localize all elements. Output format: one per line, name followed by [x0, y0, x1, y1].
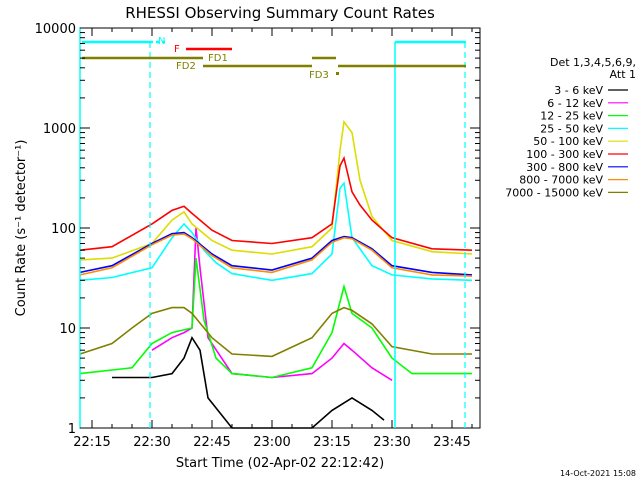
series-line-3-6-kev: [112, 335, 385, 429]
series-line-7000-15000-kev: [79, 306, 472, 358]
x-tick-label: 23:30: [373, 435, 410, 450]
y-tick-label: 10: [59, 322, 76, 337]
legend-title: Att 1: [610, 68, 636, 81]
x-axis-label: Start Time (02-Apr-02 22:12:42): [176, 456, 384, 471]
legend-title: Det 1,3,4,5,6,9,: [550, 56, 636, 69]
series-line-25-50-kev: [79, 181, 473, 282]
series-line-100-300-kev: [79, 155, 473, 251]
x-tick-label: 23:15: [313, 435, 350, 450]
legend-label-50-100-kev: 50 - 100 keV: [533, 135, 603, 148]
legend-label-3-6-kev: 3 - 6 keV: [554, 84, 603, 97]
y-tick-label: 1000: [43, 122, 76, 137]
y-axis-label: Count Rate (s⁻¹ detector⁻¹): [14, 140, 29, 317]
series-line-300-800-kev: [79, 231, 473, 276]
fd2-flag-label: FD2: [176, 61, 196, 72]
x-tick-label: 22:45: [193, 435, 230, 450]
data-layer: [79, 119, 473, 429]
x-tick-label: 23:45: [433, 435, 470, 450]
x-tick-label: 23:00: [253, 435, 290, 450]
legend-label-7000-15000-kev: 7000 - 15000 keV: [505, 186, 603, 199]
series-line-50-100-kev: [79, 119, 473, 261]
chart-title: RHESSI Observing Summary Count Rates: [125, 4, 435, 22]
fd1-flag-label: FD1: [208, 53, 228, 64]
flag-layer: NF FD1 FD2 FD3: [79, 28, 466, 428]
legend-label-6-12-kev: 6 - 12 keV: [547, 97, 603, 110]
footer-date: 14-Oct-2021 15:08: [560, 469, 636, 478]
axes-layer: 22:15 22:30 22:45 23:00 23:15 23:30 23:45 1 10 10…: [35, 22, 480, 450]
series-line-6-12-kev: [151, 227, 393, 381]
x-tick-label: 22:30: [133, 435, 170, 450]
fd3-flag-label: FD3: [309, 70, 329, 81]
x-tick-label: 22:15: [73, 435, 110, 450]
legend-label-12-25-kev: 12 - 25 keV: [540, 110, 603, 123]
flare-flag-label: F: [174, 44, 180, 55]
night-flag-label: N: [158, 36, 165, 47]
series-line-800-7000-kev: [79, 233, 473, 277]
legend-label-300-800-kev: 300 - 800 keV: [526, 161, 603, 174]
y-tick-label: 1: [68, 422, 76, 437]
legend-label-100-300-kev: 100 - 300 keV: [526, 148, 603, 161]
y-tick-label: 100: [51, 222, 76, 237]
series-line-12-25-kev: [79, 257, 472, 379]
legend-label-800-7000-kev: 800 - 7000 keV: [519, 174, 603, 187]
y-tick-label: 10000: [35, 22, 76, 37]
plot-frame: [79, 27, 481, 429]
fd3-flag-dot: [336, 72, 339, 75]
legend-label-25-50-kev: 25 - 50 keV: [540, 122, 603, 135]
